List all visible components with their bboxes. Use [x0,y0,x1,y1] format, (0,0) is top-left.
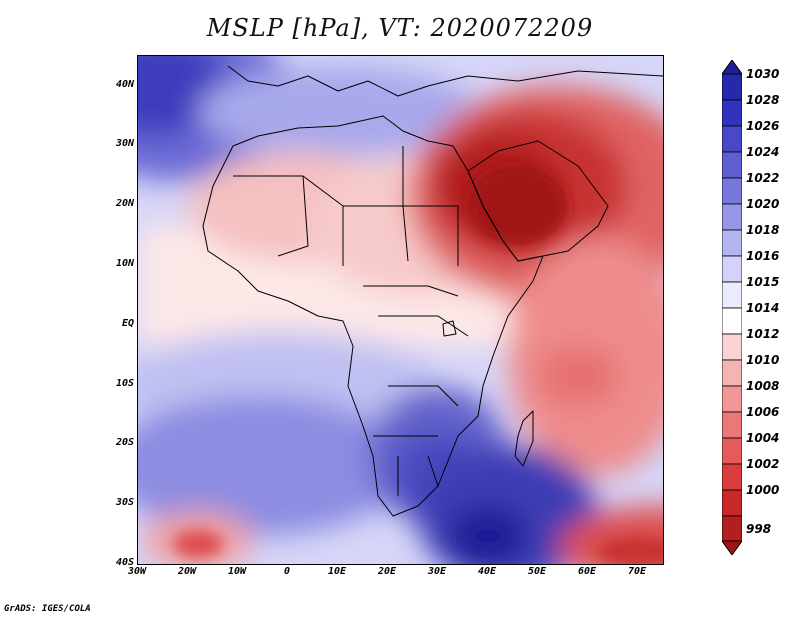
lat-label-20s: 20S [115,437,134,448]
colorbar-label: 1020 [746,197,780,211]
colorbar-label: 1000 [746,483,780,497]
lat-label-10s: 10S [115,378,134,389]
lon-label-70e: 70E [627,566,647,577]
colorbar-swatch [722,385,742,413]
lon-label-50e: 50E [527,566,547,577]
colorbar [722,60,742,555]
colorbar-swatch [722,229,742,257]
lon-label-40e: 40E [477,566,497,577]
colorbar-swatch [722,463,742,491]
lat-label-40s: 40S [115,557,134,568]
colorbar-swatch [722,515,742,542]
colorbar-swatch [722,489,742,517]
colorbar-swatch [722,359,742,387]
grads-credit: GrADS: IGES/COLA [4,604,91,614]
colorbar-label: 1012 [746,327,780,341]
colorbar-label: 1016 [746,249,780,263]
colorbar-label: 1015 [746,275,780,289]
colorbar-label: 998 [746,522,772,536]
colorbar-swatch [722,307,742,335]
colorbar-swatch [722,125,742,153]
lon-label-20w: 20W [177,566,197,577]
colorbar-label: 1006 [746,405,780,419]
lat-label-eq: EQ [121,318,134,329]
lon-label-20e: 20E [377,566,397,577]
colorbar-label: 1026 [746,119,780,133]
chart-title: MSLP [hPa], VT: 2020072209 [206,14,594,42]
lat-label-30s: 30S [115,497,134,508]
colorbar-bottom-arrow [722,540,742,555]
colorbar-swatch [722,333,742,361]
lon-label-10e: 10E [327,566,347,577]
colorbar-swatch [722,411,742,439]
lon-label-10w: 10W [227,566,247,577]
colorbar-label: 1004 [746,431,780,445]
colorbar-label: 1008 [746,379,780,393]
lat-label-20n: 20N [115,198,134,209]
colorbar-label: 1010 [746,353,780,367]
colorbar-swatch [722,177,742,205]
colorbar-label: 1030 [746,67,780,81]
colorbar-label: 1024 [746,145,780,159]
colorbar-swatch [722,203,742,231]
lat-label-30n: 30N [115,138,134,149]
colorbar-swatch [722,281,742,309]
lon-label-30e: 30E [427,566,447,577]
colorbar-label: 1014 [746,301,780,315]
lat-label-10n: 10N [115,258,134,269]
colorbar-swatch [722,73,742,101]
colorbar-swatch [722,99,742,127]
lat-label-40n: 40N [115,79,134,90]
colorbar-label: 1022 [746,171,780,185]
colorbar-top-arrow [722,60,742,75]
colorbar-swatch [722,255,742,283]
colorbar-swatch [722,151,742,179]
mslp-map [137,55,664,565]
lon-label-60e: 60E [577,566,597,577]
lon-label-30w: 30W [127,566,147,577]
lon-label-0: 0 [283,566,291,577]
mslp-field [138,56,663,564]
colorbar-label: 1028 [746,93,780,107]
colorbar-swatch [722,437,742,465]
colorbar-label: 1018 [746,223,780,237]
colorbar-label: 1002 [746,457,780,471]
